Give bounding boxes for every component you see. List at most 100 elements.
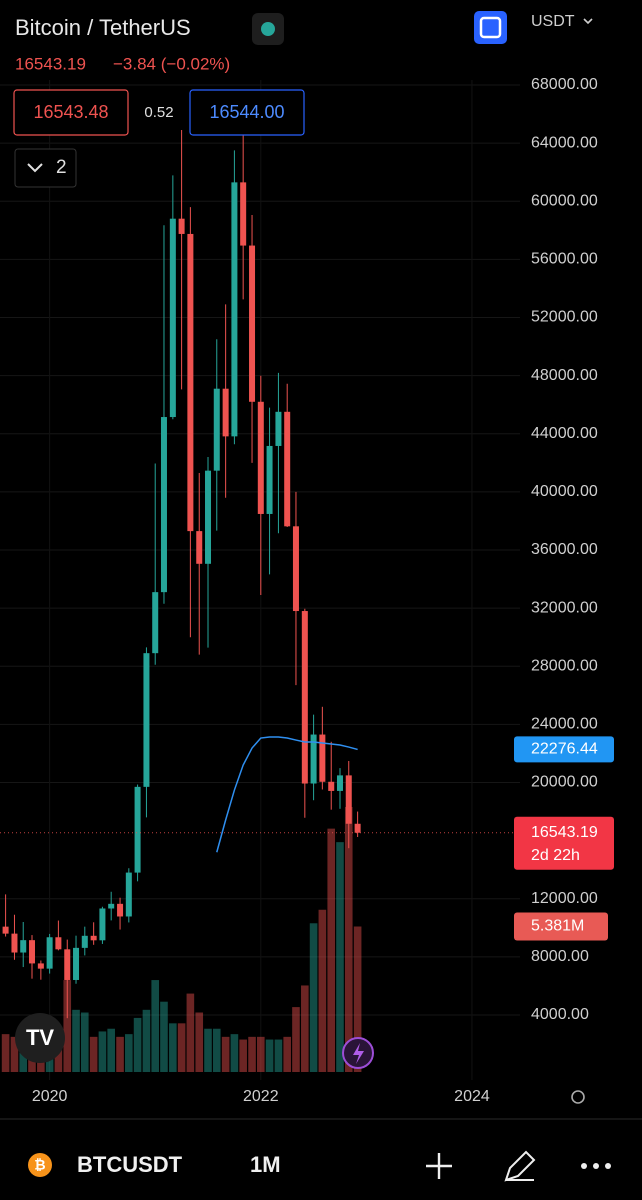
- volume-bar: [248, 1036, 256, 1072]
- ui: Bitcoin / TetherUS USDT 16543.19 −3.84 (…: [0, 11, 642, 1182]
- more-button[interactable]: [581, 1163, 611, 1169]
- draw-button[interactable]: [504, 1150, 536, 1182]
- x-tick-label: 2020: [32, 1088, 68, 1105]
- candle-body: [81, 935, 88, 948]
- y-tick-label: 12000.00: [531, 890, 598, 907]
- candle-body: [143, 653, 150, 787]
- candle-body: [117, 903, 124, 917]
- candle-body: [301, 611, 308, 784]
- y-tick-label: 36000.00: [531, 541, 598, 558]
- y-tick-label: 64000.00: [531, 134, 598, 151]
- volume-bar: [336, 842, 344, 1072]
- footer-interval[interactable]: 1M: [250, 1152, 281, 1177]
- candle-body: [249, 245, 256, 402]
- moving-average: [216, 736, 358, 853]
- candle-body: [213, 388, 220, 471]
- candle-body: [90, 935, 97, 941]
- x-tick-label: 2024: [454, 1088, 490, 1105]
- candle-body: [284, 411, 291, 527]
- volume-bar: [318, 909, 327, 1072]
- candle-body: [169, 218, 176, 418]
- indicators-toggle[interactable]: [14, 148, 77, 188]
- price-label: 16543.19: [531, 824, 598, 841]
- candle-body: [20, 940, 27, 953]
- candle-body: [319, 734, 326, 782]
- candle-body: [46, 937, 53, 969]
- candle-body: [73, 947, 80, 980]
- volume-bar: [72, 1009, 80, 1072]
- volume-bar: [1, 1034, 10, 1072]
- currency-chevron: [583, 18, 593, 25]
- tv-logo-mark: TV: [26, 1025, 54, 1050]
- y-tick-label: 8000.00: [531, 948, 589, 965]
- y-tick-label: 40000.00: [531, 483, 598, 500]
- volume-bar: [274, 1039, 283, 1072]
- candle-body: [108, 903, 115, 909]
- bid-price: 16543.48: [33, 102, 108, 122]
- ma-price-label: 22276.44: [531, 741, 598, 758]
- volume-bar: [177, 1023, 186, 1072]
- countdown: 2d 22h: [531, 847, 580, 864]
- y-tick-label: 52000.00: [531, 309, 598, 326]
- candle-body: [134, 786, 141, 873]
- candle-body: [160, 417, 167, 593]
- market-open-dot: [261, 22, 275, 36]
- volume-bar: [344, 807, 353, 1072]
- candle-body: [152, 592, 159, 654]
- candle-body: [178, 218, 185, 234]
- volume-bar: [98, 1031, 107, 1072]
- volume-bar: [256, 1036, 265, 1072]
- candle-body: [187, 233, 194, 532]
- candle-body: [99, 908, 106, 941]
- y-tick-label: 44000.00: [531, 425, 598, 442]
- currency[interactable]: USDT: [531, 13, 575, 30]
- btc-icon: [28, 1153, 52, 1177]
- y-tick-label: 56000.00: [531, 251, 598, 268]
- volume-box: [514, 912, 608, 941]
- candle-body: [205, 470, 212, 564]
- tv-logo: [15, 1013, 65, 1063]
- price-change: −3.84 (−0.02%): [113, 54, 230, 73]
- volume-bar: [204, 1028, 212, 1072]
- candle-body: [354, 823, 361, 833]
- ask-price: 16544.00: [209, 102, 284, 122]
- candle-body: [55, 937, 62, 950]
- candle-body: [275, 411, 282, 446]
- add-button[interactable]: [426, 1153, 452, 1179]
- bid-box[interactable]: [13, 89, 129, 136]
- fullscreen-icon: [479, 16, 502, 39]
- candle-body: [266, 445, 273, 514]
- candle-body: [125, 872, 132, 917]
- footer-symbol[interactable]: BTCUSDT: [77, 1152, 183, 1177]
- ask-box[interactable]: [189, 89, 305, 136]
- volume-bar: [186, 993, 195, 1072]
- indicators-chevron: [27, 163, 43, 173]
- volume-bar: [160, 1001, 168, 1072]
- y-tick-label: 32000.00: [531, 599, 598, 616]
- price-box: [514, 816, 614, 870]
- volume-bar: [107, 1028, 115, 1072]
- volume-bar: [353, 926, 362, 1072]
- candle-body: [292, 526, 299, 612]
- volume-bar: [309, 923, 318, 1072]
- settings-icon[interactable]: [571, 1090, 585, 1104]
- plot: [0, 130, 520, 1072]
- y-tick-label: 24000.00: [531, 716, 598, 733]
- volume-bar: [89, 1036, 98, 1072]
- candle-body: [2, 926, 9, 934]
- y-tick-label: 28000.00: [531, 657, 598, 674]
- volume-bar: [80, 1012, 89, 1072]
- candle-body: [240, 182, 247, 246]
- y-tick-label: 20000.00: [531, 774, 598, 791]
- volume-bar: [292, 1007, 300, 1072]
- volume-bar: [151, 980, 160, 1072]
- candle-body: [257, 401, 264, 514]
- symbol-title: Bitcoin / TetherUS: [15, 15, 191, 40]
- volume-bar: [10, 1036, 19, 1072]
- volume-bar: [230, 1034, 239, 1072]
- btc-icon-glyph: ₿: [34, 1157, 45, 1173]
- volume-bar: [327, 828, 336, 1072]
- y-tick-label: 68000.00: [531, 76, 598, 93]
- fullscreen-button[interactable]: [474, 11, 507, 44]
